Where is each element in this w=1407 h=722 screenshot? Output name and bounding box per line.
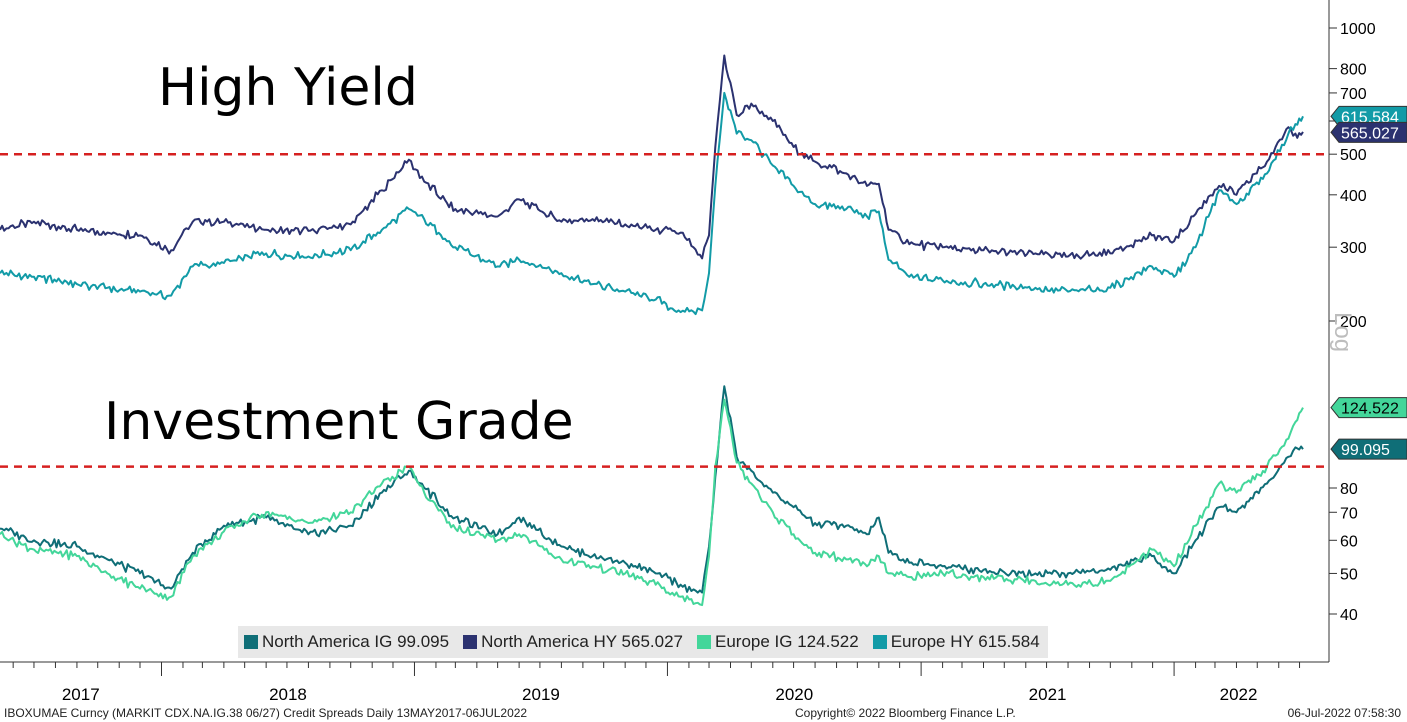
legend-swatch-na-hy (463, 635, 478, 649)
y-tick-label-40: 40 (1340, 607, 1358, 624)
legend-item-na-hy: North America HY 565.027 (463, 632, 683, 652)
series-line-north-america-ig (0, 385, 1304, 594)
legend-label-eu-ig: Europe IG 124.522 (715, 632, 859, 651)
high-yield-series-group (0, 54, 1304, 316)
y-tick-label-70: 70 (1340, 505, 1358, 522)
series-line-europe-ig (0, 398, 1304, 607)
legend-item-eu-hy: Europe HY 615.584 (872, 632, 1040, 652)
y-tick-label-50: 50 (1340, 566, 1358, 583)
legend-item-na-ig: North America IG 99.095 (244, 632, 449, 652)
value-tag-europe-ig (1330, 397, 1407, 419)
x-tick-label-2018: 2018 (269, 685, 307, 704)
threshold-lines (0, 152, 1329, 468)
y-tick-label-80: 80 (1340, 481, 1358, 498)
y-tick-label-60: 60 (1340, 533, 1358, 550)
value-tag-label-north-america-ig: 99.095 (1341, 442, 1390, 459)
footer-timestamp: 06-Jul-2022 07:58:30 (1287, 706, 1401, 720)
y-tick-label-700: 700 (1340, 86, 1367, 103)
legend-label-na-hy: North America HY 565.027 (481, 632, 684, 651)
value-tag-north-america-hy (1330, 121, 1407, 143)
y-tick-label-300: 300 (1340, 240, 1367, 257)
investment-grade-series-group (0, 385, 1304, 607)
legend-label-na-ig: North America IG 99.095 (262, 632, 450, 651)
investment-grade-annotation: Investment Grade (104, 392, 574, 452)
axes-group: 200 300 400 500 700 800 1000 40 50 60 70 80 2017 2018… (0, 0, 1376, 704)
series-line-north-america-hy (0, 54, 1304, 260)
chart-legend: North America IG 99.095 North America HY… (238, 626, 1048, 658)
y-tick-label-500: 500 (1340, 147, 1367, 164)
x-tick-label-2019: 2019 (522, 685, 560, 704)
x-tick-label-2022: 2022 (1220, 685, 1258, 704)
y-tick-label-1000: 1000 (1340, 21, 1376, 38)
value-tag-label-north-america-hy: 565.027 (1341, 125, 1399, 142)
legend-swatch-na-ig (244, 635, 258, 649)
legend-item-eu-ig: Europe IG 124.522 (697, 632, 859, 652)
legend-swatch-eu-hy (872, 635, 887, 649)
x-tick-label-2021: 2021 (1029, 685, 1067, 704)
y-tick-label-800: 800 (1340, 62, 1367, 79)
x-tick-label-2020: 2020 (775, 685, 813, 704)
footer-copyright: Copyright© 2022 Bloomberg Finance L.P. (795, 706, 1016, 720)
value-tag-north-america-ig (1330, 438, 1407, 460)
series-line-europe-hy (0, 91, 1304, 316)
log-scale-label: Log (1329, 312, 1356, 353)
footer-source: IBOXUMAE Curncy (MARKIT CDX.NA.IG.38 06/… (4, 706, 528, 720)
y-tick-label-200: 200 (1340, 314, 1367, 331)
high-yield-annotation: High Yield (158, 58, 418, 118)
legend-swatch-eu-ig (697, 635, 712, 649)
y-tick-label-400: 400 (1340, 188, 1367, 205)
legend-label-eu-hy: Europe HY 615.584 (890, 632, 1040, 651)
value-tag-label-europe-ig: 124.522 (1341, 401, 1399, 418)
x-tick-label-2017: 2017 (62, 685, 100, 704)
